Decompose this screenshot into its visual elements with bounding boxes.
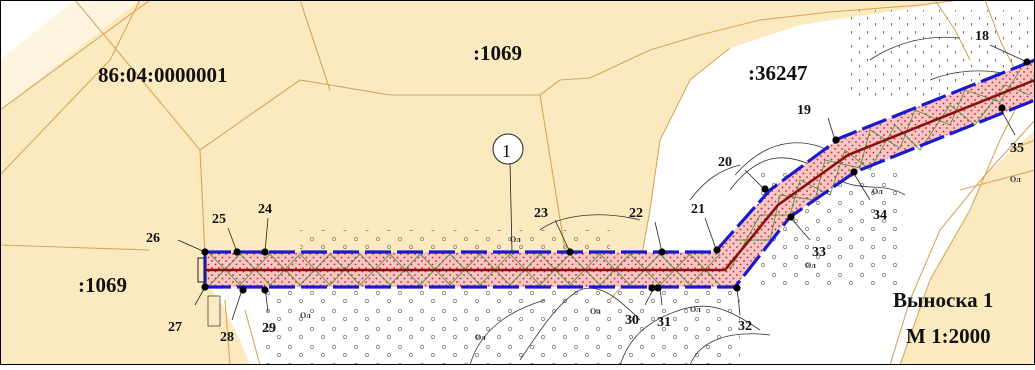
map-symbol: Ол [872, 187, 883, 196]
vertex-34 [850, 168, 858, 176]
vertex-24 [261, 248, 269, 256]
map-symbol: Ол [300, 311, 311, 320]
protection-corridor [205, 60, 1035, 287]
point-label-33: 33 [812, 245, 826, 260]
right-parcel-label: :36247 [748, 61, 808, 85]
point-label-32: 32 [738, 319, 752, 334]
pipeline-centerline [205, 78, 1035, 272]
vertex-25 [233, 248, 241, 256]
callout-title: Выноска 1 [893, 288, 993, 312]
point-label-20: 20 [718, 155, 732, 170]
vertex-27 [201, 283, 209, 291]
vegetation-dots-strip [300, 230, 610, 250]
vertex-28 [239, 286, 247, 294]
point-label-31: 31 [657, 315, 671, 330]
point-label-28: 28 [220, 330, 234, 345]
vertex-23 [566, 248, 574, 256]
point-label-24: 24 [258, 202, 272, 217]
point-labels: 18 19 20 21 22 23 24 25 26 27 28 29 30 3… [146, 29, 1024, 345]
top-parcel-label: :1069 [473, 41, 522, 65]
point-label-34: 34 [873, 208, 887, 223]
vertex-points [201, 58, 1031, 294]
vertex-19 [832, 136, 840, 144]
road-area-top-left-2 [0, 0, 140, 110]
cadastral-quarter-label: 86:04:0000001 [98, 63, 228, 87]
vertex-22 [658, 248, 666, 256]
point-label-25: 25 [212, 212, 226, 227]
point-label-21: 21 [691, 202, 705, 217]
point-label-35: 35 [1010, 141, 1024, 156]
map-symbol: Ол [590, 307, 601, 316]
map-scale: М 1:2000 [906, 324, 991, 348]
point-label-18: 18 [975, 29, 989, 44]
vertex-18 [1023, 58, 1031, 66]
vertex-30 [648, 284, 656, 292]
vertex-26 [201, 248, 209, 256]
left-parcel-label: :1069 [78, 273, 127, 297]
map-symbol: Ол [510, 235, 521, 244]
vertex-31 [654, 284, 662, 292]
point-label-27: 27 [168, 320, 182, 335]
vertex-21 [713, 246, 721, 254]
leader-lines [177, 44, 1028, 321]
point-label-29: 29 [262, 321, 276, 336]
point-label-30: 30 [625, 313, 639, 328]
map-symbol: Ол [690, 305, 701, 314]
map-symbols: Ол Ол Ол Ол Ол Ол Ол Ол [300, 175, 1021, 342]
point-label-19: 19 [797, 103, 811, 118]
callout-marker-circle [492, 133, 524, 165]
point-label-22: 22 [629, 206, 643, 221]
vertex-29 [261, 286, 269, 294]
vertex-33 [787, 213, 795, 221]
vertex-20 [761, 185, 769, 193]
vertex-32 [733, 284, 741, 292]
feature-box [207, 295, 221, 327]
point-label-23: 23 [534, 206, 548, 221]
vegetation-dots-lower [260, 285, 740, 365]
map-symbol: Ол [475, 333, 486, 342]
feature-box-2 [197, 257, 206, 283]
point-label-26: 26 [146, 231, 160, 246]
map-symbol: Ол [1010, 175, 1021, 184]
callout-marker-number: 1 [502, 141, 511, 161]
vertex-35 [998, 104, 1006, 112]
map-symbol: Ол [805, 261, 816, 270]
